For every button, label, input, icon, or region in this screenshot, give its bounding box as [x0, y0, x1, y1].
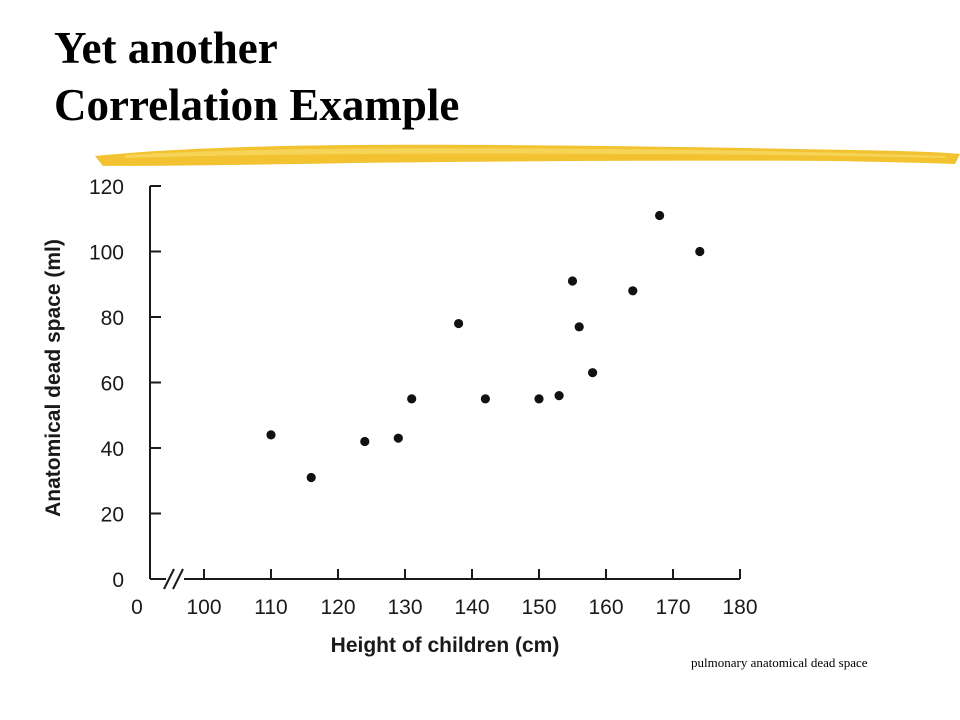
slide-title-line-2: Correlation Example	[54, 80, 460, 130]
title-underline-brush-stroke	[95, 144, 960, 166]
y-axis-label: Anatomical dead space (ml)	[42, 239, 65, 517]
data-point	[567, 276, 578, 286]
data-point	[454, 318, 464, 329]
y-tick-label: 120	[89, 176, 124, 199]
x-tick-label: 160	[588, 596, 623, 619]
data-point	[628, 286, 638, 296]
x-axis-break-mark-1	[163, 568, 175, 590]
y-axis-ticks: 0 20 40 60 80 100 120	[89, 176, 161, 592]
data-point	[266, 430, 276, 440]
y-tick-label: 60	[101, 373, 124, 396]
brush-stroke-highlight	[125, 148, 945, 158]
slide-title-line-1: Yet another	[54, 23, 278, 73]
x-axis-ticks: 0 100 110 120 130 140 150 160 170 180	[131, 569, 758, 619]
data-point	[480, 394, 490, 404]
chart-axes	[149, 186, 740, 590]
data-point	[655, 210, 665, 221]
y-tick-label: 0	[112, 569, 124, 592]
data-point	[574, 322, 584, 332]
data-point	[407, 394, 417, 404]
figure-caption: pulmonary anatomical dead space	[691, 655, 868, 670]
data-point	[588, 368, 598, 378]
x-tick-label: 180	[722, 596, 757, 619]
data-points	[266, 210, 705, 483]
y-tick-label: 100	[89, 242, 124, 265]
x-tick-label: 170	[655, 596, 690, 619]
y-tick-label: 20	[101, 504, 124, 527]
x-axis-label: Height of children (cm)	[331, 634, 560, 657]
x-tick-label: 140	[454, 596, 489, 619]
slide-title: Yet another Correlation Example	[54, 20, 459, 134]
data-point	[393, 433, 403, 443]
x-tick-label: 0	[131, 596, 143, 619]
x-tick-label: 130	[387, 596, 422, 619]
data-point	[534, 394, 544, 404]
data-point	[554, 391, 564, 401]
data-point	[306, 472, 316, 483]
x-tick-label: 100	[186, 596, 221, 619]
x-tick-label: 120	[320, 596, 355, 619]
data-point	[695, 246, 705, 257]
x-tick-label: 110	[254, 596, 287, 619]
y-tick-label: 80	[101, 307, 124, 330]
data-point	[360, 436, 370, 447]
x-axis-break-mark-2	[172, 568, 184, 590]
y-tick-label: 40	[101, 438, 124, 461]
x-tick-label: 150	[521, 596, 556, 619]
